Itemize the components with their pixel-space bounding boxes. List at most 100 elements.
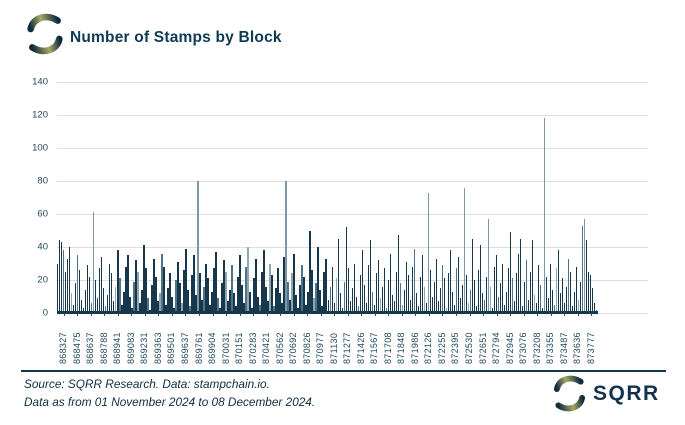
bar <box>355 296 357 313</box>
bar <box>329 286 331 313</box>
bar <box>205 263 207 313</box>
bar <box>227 301 229 313</box>
x-tick <box>266 313 268 316</box>
bar <box>551 289 554 313</box>
bar <box>323 271 325 313</box>
x-tick <box>144 313 146 316</box>
bar <box>479 245 482 313</box>
bar <box>477 270 480 313</box>
bar <box>239 255 241 313</box>
bar <box>225 271 227 313</box>
bar <box>471 238 474 313</box>
bar <box>473 280 476 313</box>
gridline <box>57 81 648 83</box>
bar <box>587 271 590 313</box>
y-axis-label: 0 <box>42 307 48 319</box>
bar <box>409 299 412 313</box>
bar <box>111 273 113 313</box>
bar <box>469 289 472 313</box>
bar <box>463 187 466 313</box>
bar <box>237 276 239 313</box>
bar <box>507 268 510 313</box>
bar <box>121 304 123 313</box>
x-axis-label: 870031 <box>220 332 231 364</box>
bar <box>531 240 534 313</box>
x-axis-label: 868788 <box>98 332 109 364</box>
bar <box>509 232 512 313</box>
x-axis-label: 869637 <box>179 332 190 364</box>
bar <box>543 118 546 313</box>
bar <box>417 306 420 313</box>
bar <box>95 280 97 313</box>
bar <box>465 275 468 313</box>
bar <box>159 293 161 313</box>
bar <box>195 294 197 313</box>
bar <box>167 288 169 313</box>
bar <box>489 286 492 313</box>
x-tick <box>577 313 579 316</box>
bar <box>91 303 93 313</box>
brand-footer: SQRR <box>551 375 660 412</box>
bar <box>249 291 251 313</box>
bar <box>113 301 115 313</box>
bar <box>591 288 594 313</box>
bar <box>75 283 77 313</box>
bar <box>577 299 580 313</box>
bar <box>405 261 408 313</box>
bar <box>305 304 307 313</box>
bar <box>367 265 369 313</box>
bar <box>349 301 351 313</box>
x-axis-label: 872651 <box>477 332 488 364</box>
bar <box>561 278 564 313</box>
bar <box>107 294 109 313</box>
bar <box>171 296 173 313</box>
x-tick <box>239 313 241 316</box>
bar <box>213 268 215 313</box>
bar <box>327 299 329 313</box>
x-tick <box>226 313 228 316</box>
x-tick <box>280 313 282 316</box>
x-tick <box>334 313 336 316</box>
bar <box>85 289 87 313</box>
x-tick <box>158 313 160 316</box>
x-tick <box>523 313 525 316</box>
x-axis-label: 870562 <box>274 332 285 364</box>
bar <box>491 308 494 313</box>
bar <box>341 308 343 313</box>
bar <box>443 278 446 313</box>
bar <box>583 218 586 313</box>
x-tick <box>564 313 566 316</box>
bar <box>185 248 187 313</box>
bar <box>191 275 193 313</box>
bar <box>263 250 265 313</box>
x-axis-label: 871130 <box>328 332 339 364</box>
x-tick <box>537 313 539 316</box>
bar <box>433 281 436 313</box>
bar <box>493 266 496 313</box>
bar <box>497 296 500 313</box>
y-axis-label: 60 <box>37 208 48 220</box>
x-tick <box>171 313 173 316</box>
bar <box>557 250 560 313</box>
bar <box>77 255 79 313</box>
bar <box>455 268 458 313</box>
bar <box>511 278 514 313</box>
bar <box>215 251 217 313</box>
bar <box>281 303 283 313</box>
bar <box>499 283 502 313</box>
bar <box>187 289 189 313</box>
x-tick <box>442 313 444 316</box>
x-axis-label: 871426 <box>355 332 366 364</box>
bar <box>123 291 125 313</box>
bar <box>397 235 400 313</box>
bar <box>423 286 426 313</box>
x-tick <box>212 313 214 316</box>
bar <box>155 276 157 313</box>
bar <box>369 240 371 313</box>
bar <box>79 270 81 313</box>
x-axis-label: 872794 <box>491 332 502 364</box>
bar <box>129 296 131 313</box>
bar <box>359 275 361 313</box>
bar <box>71 293 73 313</box>
bar <box>295 294 297 313</box>
